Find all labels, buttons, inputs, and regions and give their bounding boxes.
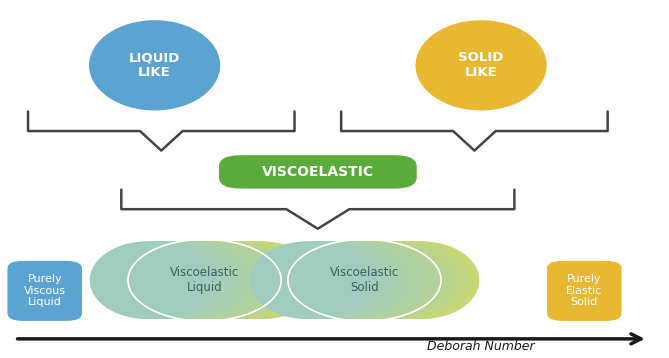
Ellipse shape	[195, 241, 314, 319]
Ellipse shape	[262, 241, 390, 319]
Ellipse shape	[298, 241, 446, 319]
Ellipse shape	[123, 241, 271, 319]
Ellipse shape	[260, 241, 385, 319]
Ellipse shape	[169, 241, 302, 319]
Ellipse shape	[105, 241, 235, 319]
Ellipse shape	[164, 241, 299, 319]
Ellipse shape	[265, 241, 395, 319]
Ellipse shape	[118, 241, 261, 319]
Ellipse shape	[184, 241, 309, 319]
Ellipse shape	[349, 241, 472, 319]
Ellipse shape	[159, 241, 296, 319]
FancyBboxPatch shape	[7, 260, 83, 322]
Ellipse shape	[125, 241, 276, 319]
Ellipse shape	[318, 241, 456, 319]
Ellipse shape	[308, 241, 452, 319]
Ellipse shape	[288, 241, 441, 319]
Ellipse shape	[120, 241, 266, 319]
Ellipse shape	[250, 241, 365, 319]
Text: Purely
Viscous
Liquid: Purely Viscous Liquid	[23, 274, 66, 308]
Ellipse shape	[328, 241, 462, 319]
Ellipse shape	[278, 241, 421, 319]
FancyBboxPatch shape	[546, 260, 623, 322]
Ellipse shape	[143, 241, 289, 319]
Ellipse shape	[359, 241, 477, 319]
Ellipse shape	[303, 241, 449, 319]
Ellipse shape	[92, 241, 209, 319]
Text: VISCOELASTIC: VISCOELASTIC	[262, 165, 374, 179]
Ellipse shape	[280, 241, 425, 319]
Ellipse shape	[179, 241, 307, 319]
Ellipse shape	[272, 241, 411, 319]
Ellipse shape	[95, 241, 215, 319]
Ellipse shape	[100, 241, 225, 319]
Ellipse shape	[149, 241, 292, 319]
Text: Purely
Elastic
Solid: Purely Elastic Solid	[566, 274, 603, 308]
Ellipse shape	[324, 241, 459, 319]
Text: Viscoelastic
Liquid: Viscoelastic Liquid	[170, 266, 240, 294]
Ellipse shape	[189, 241, 312, 319]
Text: LIQUID
LIKE: LIQUID LIKE	[129, 51, 181, 79]
Ellipse shape	[293, 241, 444, 319]
Ellipse shape	[97, 241, 220, 319]
Ellipse shape	[90, 241, 205, 319]
Ellipse shape	[257, 241, 380, 319]
Ellipse shape	[133, 241, 284, 319]
Ellipse shape	[344, 241, 469, 319]
Ellipse shape	[252, 241, 369, 319]
Ellipse shape	[415, 19, 548, 111]
Ellipse shape	[102, 241, 230, 319]
Ellipse shape	[283, 241, 431, 319]
Ellipse shape	[115, 241, 256, 319]
Ellipse shape	[138, 241, 286, 319]
Ellipse shape	[255, 241, 375, 319]
Ellipse shape	[268, 241, 400, 319]
Text: SOLID
LIKE: SOLID LIKE	[458, 51, 504, 79]
Ellipse shape	[112, 241, 251, 319]
Ellipse shape	[88, 19, 221, 111]
Text: Viscoelastic
Solid: Viscoelastic Solid	[330, 266, 399, 294]
Ellipse shape	[270, 241, 405, 319]
Ellipse shape	[205, 241, 320, 319]
Ellipse shape	[153, 241, 294, 319]
Ellipse shape	[285, 241, 436, 319]
Ellipse shape	[313, 241, 454, 319]
Ellipse shape	[365, 241, 480, 319]
Ellipse shape	[110, 241, 246, 319]
Ellipse shape	[339, 241, 467, 319]
Text: Deborah Number: Deborah Number	[427, 340, 535, 353]
Ellipse shape	[334, 241, 464, 319]
Ellipse shape	[199, 241, 317, 319]
Ellipse shape	[355, 241, 474, 319]
FancyBboxPatch shape	[218, 154, 417, 190]
Ellipse shape	[108, 241, 240, 319]
Ellipse shape	[128, 241, 281, 319]
Ellipse shape	[174, 241, 304, 319]
Ellipse shape	[275, 241, 415, 319]
